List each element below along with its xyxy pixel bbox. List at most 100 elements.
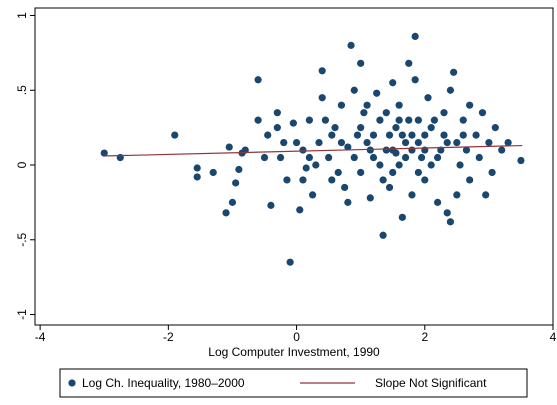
- point: [389, 79, 397, 87]
- point: [398, 213, 406, 221]
- point: [385, 131, 394, 139]
- point: [193, 173, 201, 181]
- point: [411, 32, 419, 41]
- point: [222, 209, 230, 217]
- point: [357, 168, 365, 177]
- point: [353, 131, 362, 139]
- point: [405, 116, 413, 124]
- point: [446, 218, 455, 226]
- point: [398, 131, 406, 139]
- point: [401, 153, 410, 162]
- point: [462, 146, 471, 154]
- point: [273, 124, 281, 132]
- point: [414, 116, 422, 124]
- point: [296, 206, 304, 214]
- point: [280, 138, 288, 147]
- point: [456, 161, 464, 169]
- point: [482, 191, 490, 199]
- point: [414, 168, 422, 177]
- point: [315, 138, 323, 147]
- x-axis-label: Log Computer Investment, 1990: [208, 345, 380, 359]
- point: [498, 146, 506, 154]
- point: [366, 194, 374, 202]
- point: [337, 138, 346, 147]
- point: [453, 191, 461, 199]
- point: [485, 138, 493, 147]
- point: [472, 131, 480, 139]
- point: [318, 67, 326, 75]
- point: [427, 161, 435, 169]
- point: [286, 258, 294, 266]
- point: [411, 76, 419, 84]
- point: [443, 138, 451, 147]
- point: [446, 86, 455, 94]
- point: [260, 153, 269, 162]
- y-tick-label: 0: [15, 161, 29, 168]
- point: [382, 146, 390, 154]
- point: [357, 59, 365, 67]
- point: [318, 94, 326, 102]
- point: [434, 198, 442, 206]
- point: [488, 168, 496, 177]
- point: [437, 146, 445, 154]
- point: [357, 124, 365, 132]
- y-tick-label: 1: [15, 12, 29, 19]
- x-tick-label: -4: [35, 330, 46, 344]
- point: [392, 124, 400, 132]
- point: [363, 101, 371, 109]
- point: [395, 116, 403, 124]
- point: [337, 101, 346, 109]
- legend-box: [59, 368, 528, 398]
- point: [273, 109, 281, 117]
- point: [434, 153, 442, 162]
- point: [305, 153, 313, 162]
- point: [350, 86, 358, 94]
- point: [459, 116, 467, 124]
- point: [475, 153, 483, 162]
- point: [292, 138, 301, 147]
- point: [254, 76, 262, 84]
- point: [299, 146, 307, 154]
- point: [478, 109, 487, 117]
- point: [344, 198, 352, 206]
- point: [341, 183, 349, 192]
- point: [308, 191, 317, 199]
- point: [264, 131, 272, 139]
- legend-marker: [68, 379, 76, 387]
- point: [171, 131, 179, 139]
- y-tick-label: -1: [15, 309, 29, 320]
- point: [360, 109, 368, 117]
- point: [254, 116, 262, 124]
- point: [302, 164, 310, 172]
- point: [414, 138, 422, 147]
- point: [225, 143, 233, 151]
- point: [100, 149, 108, 157]
- point: [382, 109, 390, 117]
- point: [450, 68, 458, 76]
- point: [504, 138, 512, 147]
- point: [305, 116, 313, 124]
- point: [328, 176, 336, 184]
- point: [232, 179, 240, 187]
- point: [389, 168, 397, 177]
- point: [363, 138, 371, 147]
- y-tick-label: -.5: [15, 232, 29, 246]
- point: [289, 119, 297, 127]
- point: [369, 153, 378, 162]
- point: [395, 161, 403, 169]
- point: [517, 156, 525, 165]
- point: [209, 168, 217, 177]
- x-tick-label: 2: [421, 330, 428, 344]
- point: [453, 138, 461, 147]
- point: [344, 143, 352, 151]
- point: [193, 164, 201, 172]
- point: [466, 176, 474, 184]
- point: [267, 201, 275, 209]
- x-tick-label: -2: [163, 330, 174, 344]
- point: [376, 161, 384, 169]
- point: [376, 116, 384, 124]
- point: [312, 161, 320, 169]
- point: [421, 176, 429, 184]
- point: [421, 131, 429, 139]
- point: [440, 131, 448, 139]
